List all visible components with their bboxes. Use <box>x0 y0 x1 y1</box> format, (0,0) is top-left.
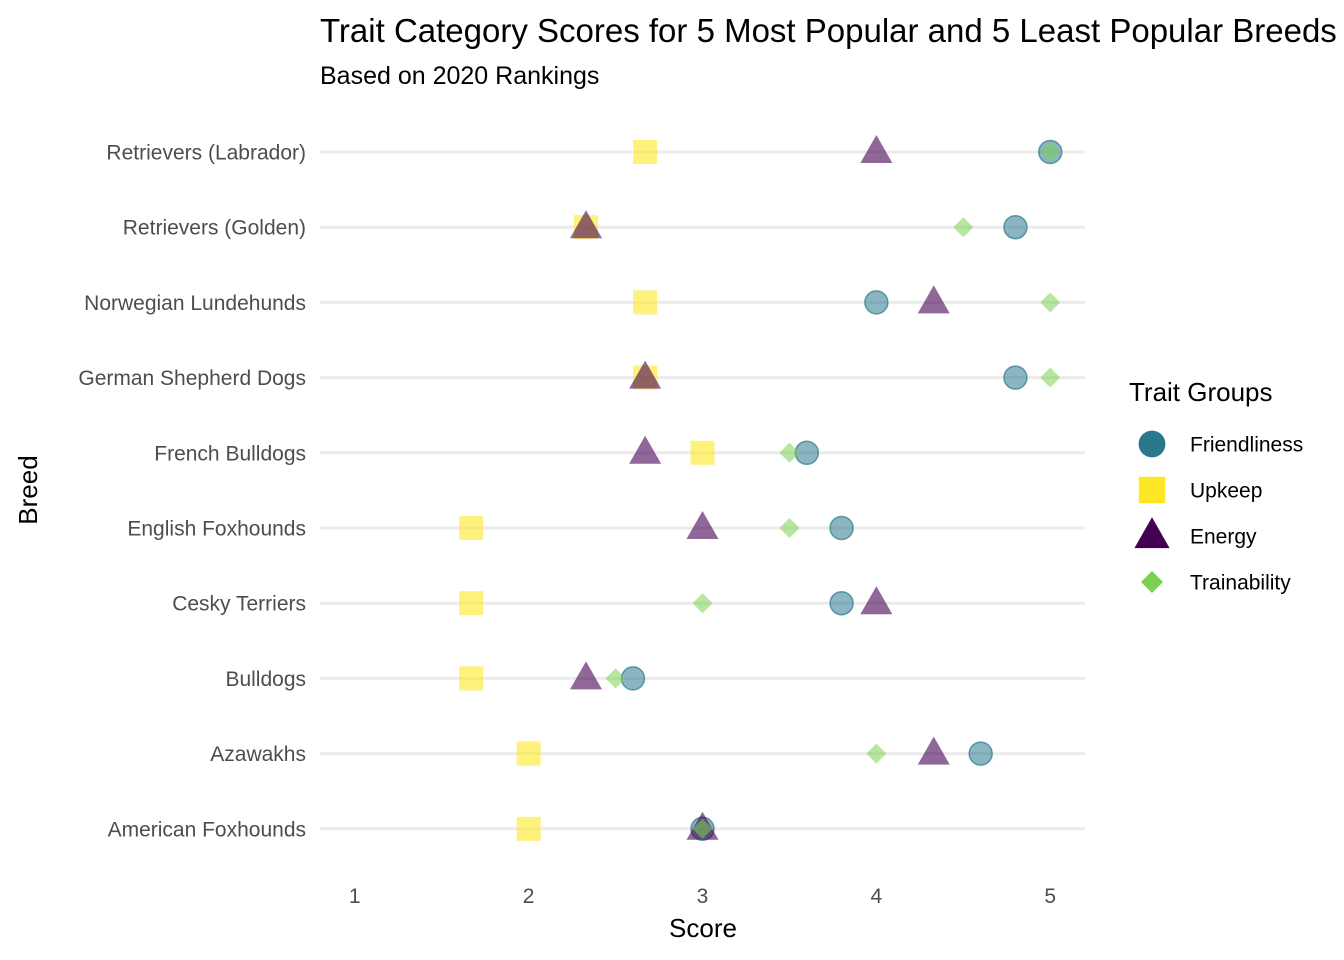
point-trainability-norwegian-lundehunds <box>1040 292 1061 313</box>
legend-label-upkeep: Upkeep <box>1190 480 1262 503</box>
point-friendliness-azawakhs <box>968 741 993 766</box>
point-energy-norwegian-lundehunds <box>917 285 950 314</box>
chart-title: Trait Category Scores for 5 Most Popular… <box>320 12 1337 49</box>
point-trainability-french-bulldogs <box>779 442 800 463</box>
x-tick-label-3: 3 <box>697 885 709 908</box>
legend-key-friendliness <box>1138 430 1166 458</box>
legend-items: Friendliness Upkeep Energy Trainability <box>1134 430 1303 595</box>
y-tick-label-american-foxhounds: American Foxhounds <box>108 818 306 841</box>
legend-label-energy: Energy <box>1190 526 1257 549</box>
point-friendliness-norwegian-lundehunds <box>864 290 889 315</box>
y-tick-label-bulldogs: Bulldogs <box>225 668 306 691</box>
point-friendliness-german-shepherd-dogs <box>1003 365 1028 390</box>
y-tick-label-norwegian-lundehunds: Norwegian Lundehunds <box>84 292 306 315</box>
y-tick-label-french-bulldogs: French Bulldogs <box>154 442 306 465</box>
point-friendliness-retrievers-golden <box>1003 214 1028 240</box>
point-upkeep-cesky-terriers <box>459 591 484 616</box>
x-axis-label: Score <box>669 913 737 943</box>
point-energy-retrievers-golden <box>570 210 603 239</box>
point-energy-retrievers-labrador <box>860 135 893 163</box>
point-energy-german-shepherd-dogs <box>629 360 662 389</box>
point-trainability-cesky-terriers <box>692 593 713 614</box>
point-energy-bulldogs <box>570 661 603 690</box>
point-trainability-azawakhs <box>866 743 887 764</box>
point-trainability-retrievers-golden <box>953 217 974 238</box>
x-tick-label-2: 2 <box>523 885 535 908</box>
point-upkeep-azawakhs <box>516 741 541 766</box>
point-friendliness-cesky-terriers <box>829 590 854 616</box>
legend-label-trainability: Trainability <box>1190 572 1291 595</box>
x-tick-label-1: 1 <box>349 885 361 908</box>
legend-title: Trait Groups <box>1129 377 1273 407</box>
point-upkeep-bulldogs <box>459 666 484 691</box>
legend-key-energy <box>1134 517 1170 549</box>
point-upkeep-american-foxhounds <box>516 816 541 841</box>
y-tick-label-retrievers-labrador: Retrievers (Labrador) <box>106 142 306 165</box>
point-trainability-english-foxhounds <box>779 518 800 538</box>
y-tick-label-english-foxhounds: English Foxhounds <box>127 518 306 541</box>
y-tick-label-retrievers-golden: Retrievers (Golden) <box>123 217 306 240</box>
point-friendliness-english-foxhounds <box>829 515 854 541</box>
y-axis-ticks: Retrievers (Labrador) Retrievers (Golden)… <box>78 142 306 842</box>
point-upkeep-french-bulldogs <box>690 440 715 465</box>
chart-subtitle: Based on 2020 Rankings <box>320 62 599 90</box>
point-upkeep-english-foxhounds <box>459 516 484 540</box>
point-trainability-bulldogs <box>605 668 626 689</box>
point-upkeep-norwegian-lundehunds <box>633 290 658 315</box>
legend: Trait Groups Friendliness Upkeep Energy Tra… <box>1129 377 1303 595</box>
point-trainability-retrievers-labrador <box>1040 142 1061 162</box>
x-tick-label-5: 5 <box>1044 885 1056 908</box>
legend-label-friendliness: Friendliness <box>1190 434 1303 457</box>
point-upkeep-retrievers-labrador <box>633 140 658 164</box>
y-tick-label-azawakhs: Azawakhs <box>210 743 306 766</box>
y-tick-label-german-shepherd-dogs: German Shepherd Dogs <box>78 367 306 390</box>
point-energy-azawakhs <box>917 736 950 765</box>
legend-key-trainability <box>1141 571 1163 593</box>
y-axis-label: Breed <box>13 455 43 524</box>
point-energy-french-bulldogs <box>629 435 662 464</box>
x-tick-label-4: 4 <box>871 885 883 908</box>
point-energy-english-foxhounds <box>686 511 719 539</box>
y-tick-label-cesky-terriers: Cesky Terriers <box>172 593 306 616</box>
x-axis-ticks: 1 2 3 4 5 <box>349 885 1056 908</box>
data-points <box>459 135 1063 842</box>
legend-key-upkeep <box>1138 476 1166 504</box>
point-trainability-german-shepherd-dogs <box>1040 367 1061 388</box>
point-trainability-american-foxhounds <box>692 818 713 839</box>
grid <box>320 150 1085 831</box>
point-energy-cesky-terriers <box>860 586 893 615</box>
